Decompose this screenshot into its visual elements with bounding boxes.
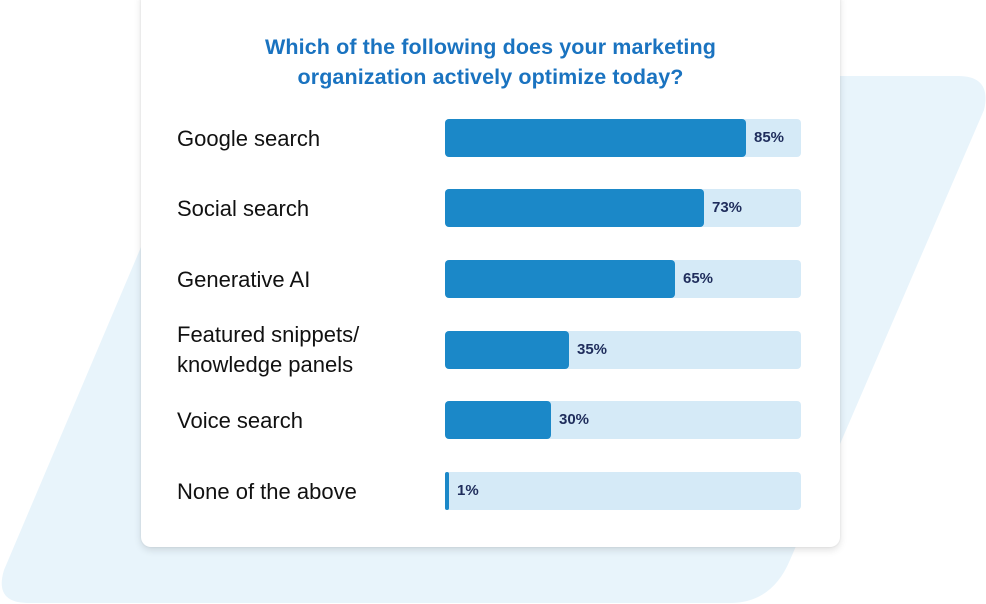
bar-fill <box>445 472 449 510</box>
chart-title: Which of the following does your marketi… <box>141 32 840 92</box>
row-label-line-1: Featured snippets/ <box>177 322 360 347</box>
row-label: Social search <box>177 195 310 221</box>
bar-value-label: 35% <box>577 341 608 358</box>
bar-row-voice-search: Voice search 30% <box>141 401 840 439</box>
bar-track: 35% <box>445 331 801 369</box>
bar-row-google-search: Google search 85% <box>141 119 840 157</box>
title-line-1: Which of the following does your marketi… <box>265 35 716 59</box>
bar-value-label: 85% <box>754 129 785 146</box>
bar-fill <box>445 189 704 227</box>
bar-track: 30% <box>445 401 801 439</box>
bar-value-label: 65% <box>683 270 714 287</box>
row-label: Generative AI <box>177 266 311 292</box>
chart-card: Which of the following does your marketi… <box>141 0 840 547</box>
bar-row-none-of-the-above: None of the above 1% <box>141 472 840 510</box>
row-label: Featured snippets/ knowledge panels <box>177 319 359 381</box>
bar-fill <box>445 401 551 439</box>
bar-row-featured-snippets: Featured snippets/ knowledge panels 35% <box>141 322 840 377</box>
row-label: Google search <box>177 125 321 151</box>
bar-fill <box>445 331 569 369</box>
bar-value-label: 30% <box>559 411 590 428</box>
bar-fill <box>445 119 746 157</box>
row-label: Voice search <box>177 407 303 433</box>
bar-value-label: 73% <box>712 199 743 216</box>
bar-fill <box>445 260 675 298</box>
bar-value-label: 1% <box>457 482 479 499</box>
row-label: None of the above <box>177 478 357 504</box>
row-label-line-2: knowledge panels <box>177 352 354 377</box>
bar-track: 1% <box>445 472 801 510</box>
bar-row-social-search: Social search 73% <box>141 189 840 227</box>
title-line-2: organization actively optimize today? <box>297 65 684 89</box>
bar-track: 65% <box>445 260 801 298</box>
bar-track: 85% <box>445 119 801 157</box>
bar-track: 73% <box>445 189 801 227</box>
bar-row-generative-ai: Generative AI 65% <box>141 260 840 298</box>
